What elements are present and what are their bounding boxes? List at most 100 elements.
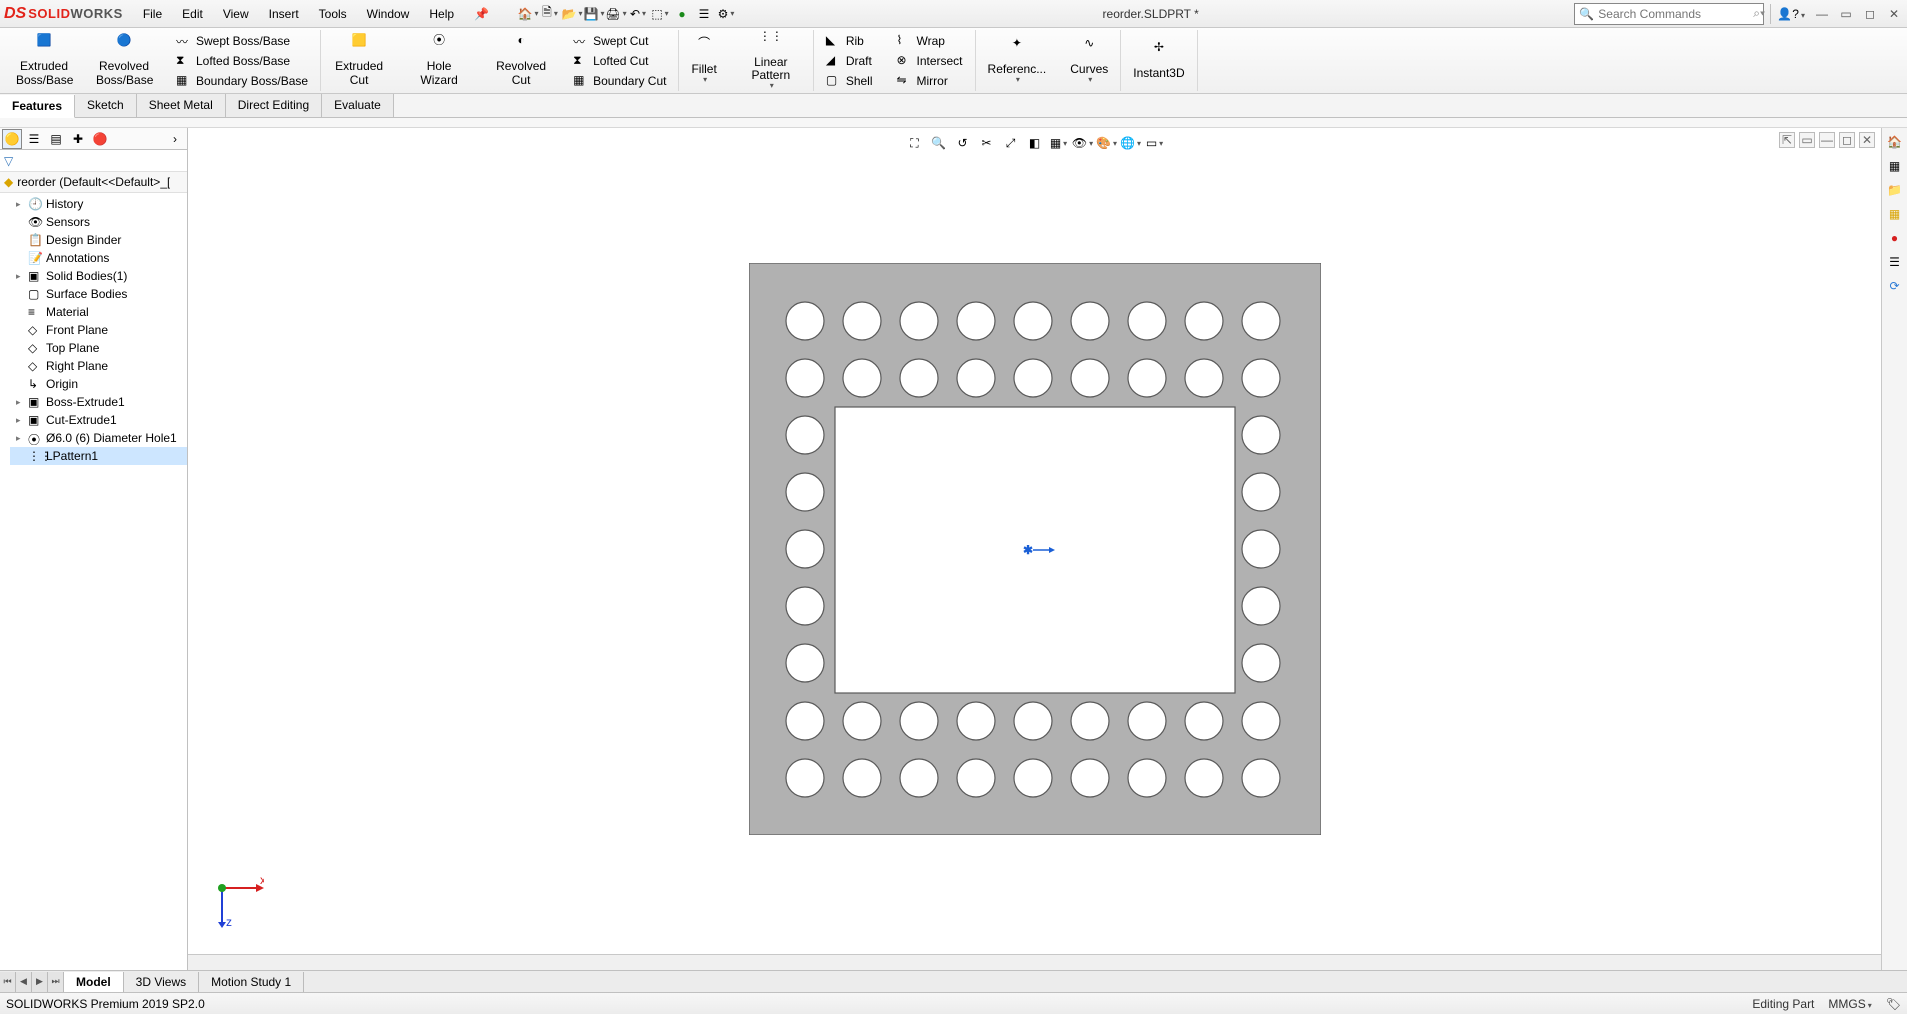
zoom-fit-icon[interactable]: ⛶ <box>906 134 924 152</box>
graphics-area[interactable]: ⛶ 🔍 ↺ ✂ ⤢ ◧ ▦ 👁 🎨 🌐 ▭ ⇱ ▭ — ◻ ✕ ✱ x z <box>188 128 1881 970</box>
feature-tree-tab-icon[interactable]: 🟡 <box>2 129 22 149</box>
curves-button[interactable]: ∿Curves <box>1066 37 1112 85</box>
mdi-window-icon[interactable]: ▭ <box>1799 132 1815 148</box>
extruded-cut-button[interactable]: 🟨Extruded Cut <box>329 34 389 86</box>
tree-caret-icon[interactable]: ▸ <box>16 271 24 282</box>
tab-last-icon[interactable]: ⏭ <box>48 972 64 992</box>
menu-pin-icon[interactable]: 📌 <box>464 3 499 25</box>
boundary-cut-button[interactable]: ▦Boundary Cut <box>569 71 670 91</box>
help-icon[interactable]: ? <box>1792 7 1805 21</box>
hide-show-icon[interactable]: 👁 <box>1074 134 1092 152</box>
revolved-boss-button[interactable]: 🔵Revolved Boss/Base <box>92 34 156 86</box>
tree-item[interactable]: ▸▣Boss-Extrude1 <box>10 393 187 411</box>
prev-view-icon[interactable]: ↺ <box>954 134 972 152</box>
lofted-boss-button[interactable]: ⧗Lofted Boss/Base <box>172 51 312 71</box>
tree-item[interactable]: ◇Front Plane <box>10 321 187 339</box>
menu-insert[interactable]: Insert <box>259 3 309 25</box>
dimxpert-tab-icon[interactable]: ✚ <box>68 129 88 149</box>
tab-evaluate[interactable]: Evaluate <box>322 94 394 117</box>
wrap-button[interactable]: ⌇Wrap <box>893 31 967 51</box>
boundary-boss-button[interactable]: ▦Boundary Boss/Base <box>172 71 312 91</box>
menu-help[interactable]: Help <box>419 3 464 25</box>
tree-item[interactable]: 📝Annotations <box>10 249 187 267</box>
property-manager-tab-icon[interactable]: ☰ <box>24 129 44 149</box>
tree-item[interactable]: ◇Top Plane <box>10 339 187 357</box>
menu-tools[interactable]: Tools <box>309 3 357 25</box>
swept-boss-button[interactable]: 〰Swept Boss/Base <box>172 31 312 51</box>
panel-overflow-icon[interactable]: › <box>165 129 185 149</box>
tree-filter[interactable]: ▽ <box>0 150 187 172</box>
search-go-icon[interactable]: ⌕▾ <box>1753 6 1765 21</box>
zoom-area-icon[interactable]: 🔍 <box>930 134 948 152</box>
bottom-tab-3dviews[interactable]: 3D Views <box>124 972 199 992</box>
search-commands[interactable]: 🔍 ⌕▾ <box>1574 3 1764 25</box>
linear-pattern-button[interactable]: ⋮⋮Linear Pattern <box>737 30 805 91</box>
save-icon[interactable]: 💾 <box>585 5 603 23</box>
settings-icon[interactable]: ⚙ <box>717 5 735 23</box>
extruded-boss-button[interactable]: 🟦Extruded Boss/Base <box>12 34 76 86</box>
horizontal-scrollbar[interactable] <box>188 954 1881 970</box>
tab-features[interactable]: Features <box>0 95 75 118</box>
view-orient-icon[interactable]: ◧ <box>1026 134 1044 152</box>
bottom-tab-model[interactable]: Model <box>64 972 124 992</box>
section-view-icon[interactable]: ✂ <box>978 134 996 152</box>
hole-wizard-button[interactable]: ⦿Hole Wizard <box>405 34 473 86</box>
mdi-close-icon[interactable]: ✕ <box>1859 132 1875 148</box>
menu-view[interactable]: View <box>213 3 259 25</box>
display-manager-tab-icon[interactable]: 🔴 <box>90 129 110 149</box>
mdi-expand-icon[interactable]: ⇱ <box>1779 132 1795 148</box>
tree-caret-icon[interactable]: ▸ <box>16 415 24 426</box>
config-manager-tab-icon[interactable]: ▤ <box>46 129 66 149</box>
mdi-minimize-icon[interactable]: — <box>1819 132 1835 148</box>
rebuild-icon[interactable]: ● <box>673 5 691 23</box>
undo-icon[interactable]: ↶ <box>629 5 647 23</box>
tab-sketch[interactable]: Sketch <box>75 94 137 117</box>
bottom-tab-motion-study[interactable]: Motion Study 1 <box>199 972 304 992</box>
select-icon[interactable]: ⬚ <box>651 5 669 23</box>
mirror-button[interactable]: ⇋Mirror <box>893 71 967 91</box>
maximize-icon[interactable]: ◻ <box>1861 5 1879 23</box>
tree-item[interactable]: 👁Sensors <box>10 213 187 231</box>
tree-item[interactable]: ▸🕘History <box>10 195 187 213</box>
status-tag-icon[interactable]: 🏷 <box>1886 997 1901 1011</box>
tree-item[interactable]: ▸▣Cut-Extrude1 <box>10 411 187 429</box>
taskpane-library-icon[interactable]: 📁 <box>1885 180 1905 200</box>
revolved-cut-button[interactable]: ◐Revolved Cut <box>489 34 553 86</box>
tree-item[interactable]: ↳Origin <box>10 375 187 393</box>
minimize-icon[interactable]: — <box>1813 5 1831 23</box>
tab-sheet-metal[interactable]: Sheet Metal <box>137 94 226 117</box>
intersect-button[interactable]: ⊗Intersect <box>893 51 967 71</box>
tree-caret-icon[interactable]: ▸ <box>16 199 24 210</box>
open-icon[interactable]: 📂 <box>563 5 581 23</box>
taskpane-appearances-icon[interactable]: ● <box>1885 228 1905 248</box>
tree-item[interactable]: ⋮⋮LPattern1 <box>10 447 187 465</box>
dynamic-view-icon[interactable]: ⤢ <box>1002 134 1020 152</box>
tree-item[interactable]: ◇Right Plane <box>10 357 187 375</box>
tree-item[interactable]: 📋Design Binder <box>10 231 187 249</box>
tree-item[interactable]: ▢Surface Bodies <box>10 285 187 303</box>
restore-icon[interactable]: ▭ <box>1837 5 1855 23</box>
swept-cut-button[interactable]: 〰Swept Cut <box>569 31 670 51</box>
tree-item[interactable]: ▸▣Solid Bodies(1) <box>10 267 187 285</box>
close-icon[interactable]: ✕ <box>1885 5 1903 23</box>
menu-file[interactable]: File <box>133 3 172 25</box>
instant3d-button[interactable]: ✢Instant3D <box>1129 41 1188 80</box>
scene-icon[interactable]: 🌐 <box>1122 134 1140 152</box>
tree-caret-icon[interactable]: ▸ <box>16 433 24 444</box>
user-icon[interactable]: 👤 <box>1777 7 1792 21</box>
status-units[interactable]: MMGS <box>1828 997 1871 1011</box>
display-style-icon[interactable]: ▦ <box>1050 134 1068 152</box>
tab-direct-editing[interactable]: Direct Editing <box>226 94 322 117</box>
view-settings-icon[interactable]: ▭ <box>1146 134 1164 152</box>
taskpane-forum-icon[interactable]: ⟳ <box>1885 276 1905 296</box>
tree-root[interactable]: ◆ reorder (Default<<Default>_[ <box>0 172 187 193</box>
tree-item[interactable]: ▸⦿Ø6.0 (6) Diameter Hole1 <box>10 429 187 447</box>
reference-geometry-button[interactable]: ✦Referenc... <box>984 37 1051 85</box>
mdi-restore-icon[interactable]: ◻ <box>1839 132 1855 148</box>
print-icon[interactable]: 🖨 <box>607 5 625 23</box>
options-icon[interactable]: ☰ <box>695 5 713 23</box>
taskpane-resources-icon[interactable]: ▦ <box>1885 156 1905 176</box>
draft-button[interactable]: ◢Draft <box>822 51 877 71</box>
tab-prev-icon[interactable]: ◀ <box>16 972 32 992</box>
taskpane-properties-icon[interactable]: ☰ <box>1885 252 1905 272</box>
